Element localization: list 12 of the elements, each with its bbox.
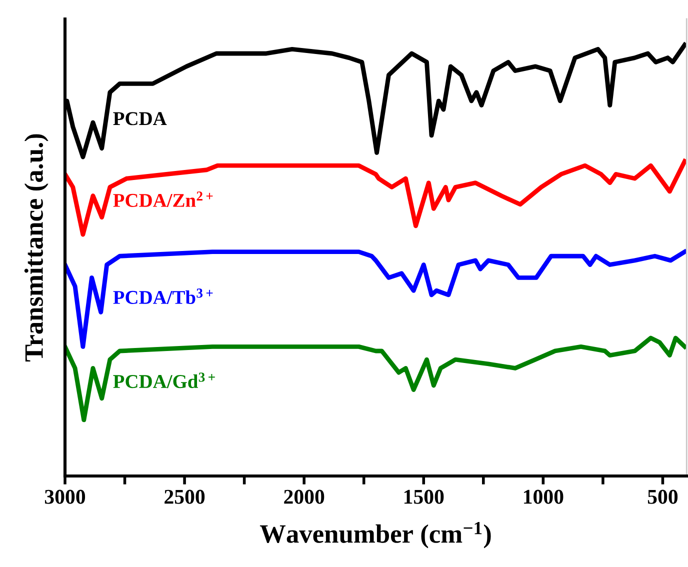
x-tick-label: 1000 (524, 490, 564, 504)
x-tick-label: 500 (648, 490, 678, 504)
x-tick-label: 3000 (44, 490, 86, 504)
x-tick-label: 1500 (404, 490, 444, 504)
series-label: PCDA/Gd$^{3+}$ (113, 372, 215, 388)
y-axis-title: Transmittance (a.u.) (24, 134, 48, 362)
x-axis-title: Wavenumber (cm$^{−1}$) (260, 522, 491, 548)
series-label: PCDA (113, 112, 167, 126)
x-tick-label: 2000 (284, 490, 324, 504)
series-label: PCDA/Tb$^{3+}$ (113, 288, 213, 304)
x-tick-label: 2500 (164, 490, 205, 504)
series-label: PCDA/Zn$^{2+}$ (113, 192, 213, 207)
